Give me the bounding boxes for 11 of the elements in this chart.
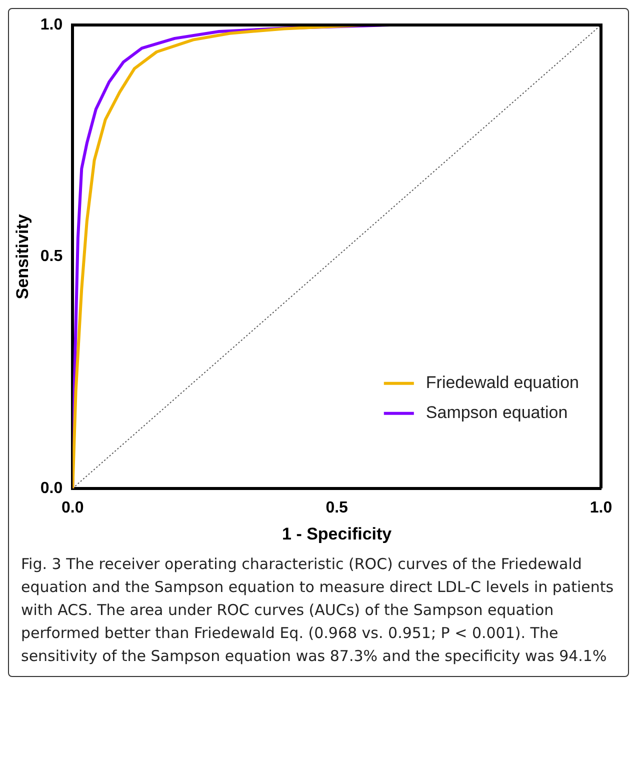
y-tick-label: 0.5: [40, 248, 63, 266]
x-tick-label: 1.0: [590, 499, 612, 516]
x-tick-label: 0.0: [62, 499, 84, 516]
x-tick-label: 0.5: [326, 499, 348, 516]
y-tick-label: 1.0: [40, 16, 63, 34]
x-axis-title: 1 - Specificity: [282, 524, 392, 544]
caption: Fig. 3 The receiver operating characteristic (ROC) curves of the Friedewald equation and the Sampson equation to measure direct LDL-C levels in patients with ACS. The area under ROC curves (AUCs) of the Sampson equation performed better than Friedewald Eq. (0.968 vs. 0.951; P < 0.001). The sensitivity of the Sampson equation was 87.3% and the specificity was 94.1%: [20, 554, 615, 667]
y-axis-title: Sensitivity: [12, 214, 32, 300]
legend-label: Sampson equation: [426, 403, 568, 422]
legend-label: Friedewald equation: [426, 373, 580, 392]
y-tick-label: 0.0: [40, 480, 63, 497]
